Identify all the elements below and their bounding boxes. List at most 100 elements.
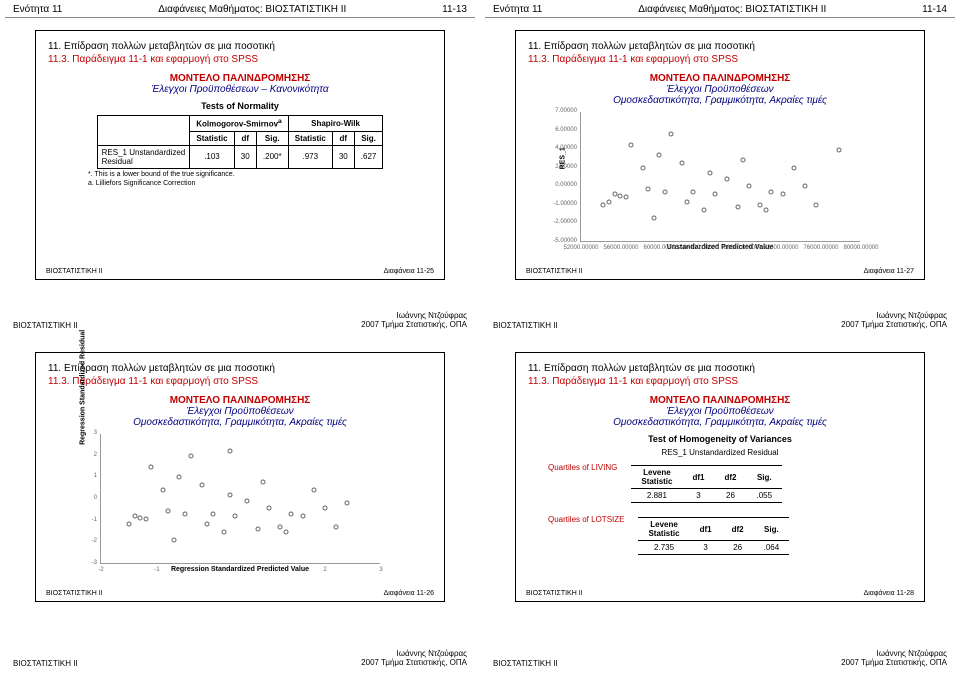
- page-footer-left: ΒΙΟΣΤΑΤΙΣΤΙΚΗ ΙΙ: [493, 659, 558, 668]
- scatter-point: [623, 194, 628, 199]
- scatter-point: [183, 511, 188, 516]
- page-footer-right: Ιωάννης Ντζούφρας 2007 Τμήμα Στατιστικής…: [841, 649, 947, 668]
- scatter-point: [227, 449, 232, 454]
- slide-footer-r: Διαφάνεια 11-28: [864, 590, 914, 597]
- scatter-point: [171, 537, 176, 542]
- y-axis-label: Regression Standardized Residual: [80, 329, 87, 444]
- page-header: Ενότητα 11 Διαφάνειες Μαθήματος: ΒΙΟΣΤΑΤ…: [5, 2, 475, 18]
- scatter-point: [311, 488, 316, 493]
- scatter-point: [334, 524, 339, 529]
- slide-28: 11. Επίδραση πολλών μεταβλητών σε μια πο…: [515, 352, 925, 602]
- scatter-point: [132, 514, 137, 519]
- scatter-point: [747, 184, 752, 189]
- scatter-point: [836, 148, 841, 153]
- quartile-living: Quartiles of LIVING: [548, 463, 617, 472]
- scatter-point: [724, 176, 729, 181]
- scatter-point: [255, 527, 260, 532]
- scatter-point: [149, 464, 154, 469]
- slide-subtitle: 11.3. Παράδειγμα 11-1 και εφαρμογή στο S…: [528, 54, 912, 65]
- page-bottom-right: 11. Επίδραση πολλών μεταβλητών σε μια πο…: [485, 340, 955, 670]
- scatter-point: [640, 166, 645, 171]
- footnote-2: a. Lilliefors Significance Correction: [88, 180, 432, 187]
- scatter-point: [735, 205, 740, 210]
- levene-table-1: Levene Statistic df1 df2 Sig. 2.881 3 26…: [631, 465, 782, 503]
- scatter-point: [289, 511, 294, 516]
- scatter-point: [707, 171, 712, 176]
- slide-title: 11. Επίδραση πολλών μεταβλητών σε μια πο…: [48, 363, 432, 374]
- page-footer-right: Ιωάννης Ντζούφρας 2007 Τμήμα Στατιστικής…: [841, 311, 947, 330]
- scatter-point: [713, 192, 718, 197]
- scatter-point: [261, 480, 266, 485]
- model-sub: Έλεγχοι Προϋποθέσεων – Κανονικότητα: [48, 84, 432, 95]
- scatter-point: [814, 202, 819, 207]
- quartile-lotsize: Quartiles of LOTSIZE: [548, 515, 624, 524]
- slide-title: 11. Επίδραση πολλών μεταβλητών σε μια πο…: [48, 41, 432, 52]
- model-heading: ΜΟΝΤΕΛΟ ΠΑΛΙΝΔΡΟΜΗΣΗΣ: [48, 395, 432, 406]
- scatter-point: [345, 501, 350, 506]
- scatter-point: [188, 454, 193, 459]
- scatter-point: [143, 516, 148, 521]
- header-unit: Ενότητα 11: [493, 4, 542, 15]
- slide-footer-l: ΒΙΟΣΤΑΤΙΣΤΙΚΗ ΙΙ: [46, 590, 103, 597]
- scatter-point: [646, 187, 651, 192]
- scatter-point: [702, 207, 707, 212]
- scatter-point: [803, 184, 808, 189]
- tests-title: Tests of Normality: [48, 101, 432, 111]
- scatter-point: [663, 189, 668, 194]
- scatter-point: [244, 498, 249, 503]
- scatter-point: [758, 202, 763, 207]
- page-top-left: Ενότητα 11 Διαφάνειες Μαθήματος: ΒΙΟΣΤΑΤ…: [5, 2, 475, 332]
- page-footer-left: ΒΙΟΣΤΑΤΙΣΤΙΚΗ ΙΙ: [13, 659, 78, 668]
- header-title: Διαφάνειες Μαθήματος: ΒΙΟΣΤΑΤΙΣΤΙΚΗ ΙΙ: [638, 4, 826, 15]
- slide-subtitle: 11.3. Παράδειγμα 11-1 και εφαρμογή στο S…: [528, 376, 912, 387]
- model-heading: ΜΟΝΤΕΛΟ ΠΑΛΙΝΔΡΟΜΗΣΗΣ: [48, 73, 432, 84]
- page-footer-left: ΒΙΟΣΤΑΤΙΣΤΙΚΗ ΙΙ: [13, 321, 78, 330]
- scatter-point: [222, 529, 227, 534]
- page-header: Ενότητα 11 Διαφάνειες Μαθήματος: ΒΙΟΣΤΑΤ…: [485, 2, 955, 18]
- scatter-point: [300, 514, 305, 519]
- scatter-point: [233, 514, 238, 519]
- scatter-point: [267, 506, 272, 511]
- slide-25: 11. Επίδραση πολλών μεταβλητών σε μια πο…: [35, 30, 445, 280]
- slide-footer-l: ΒΙΟΣΤΑΤΙΣΤΙΚΗ ΙΙ: [526, 590, 583, 597]
- header-title: Διαφάνειες Μαθήματος: ΒΙΟΣΤΑΤΙΣΤΙΚΗ ΙΙ: [158, 4, 346, 15]
- page-top-right: Ενότητα 11 Διαφάνειες Μαθήματος: ΒΙΟΣΤΑΤ…: [485, 2, 955, 332]
- scatter-point: [668, 132, 673, 137]
- slide-title: 11. Επίδραση πολλών μεταβλητών σε μια πο…: [528, 363, 912, 374]
- scatter-point: [199, 483, 204, 488]
- slide-title: 11. Επίδραση πολλών μεταβλητών σε μια πο…: [528, 41, 912, 52]
- levene-table-2: Levene Statistic df1 df2 Sig. 2.735 3 26…: [638, 517, 789, 555]
- scatter-point: [657, 153, 662, 158]
- x-axis-label: Regression Standardized Predicted Value: [48, 566, 432, 573]
- slide-footer-r: Διαφάνεια 11-25: [384, 268, 434, 275]
- homog-title: Test of Homogeneity of Variances: [528, 434, 912, 444]
- page-footer-right: Ιωάννης Ντζούφρας 2007 Τμήμα Στατιστικής…: [361, 311, 467, 330]
- slide-subtitle: 11.3. Παράδειγμα 11-1 και εφαρμογή στο S…: [48, 54, 432, 65]
- model-sub: Έλεγχοι Προϋποθέσεων Ομοσκεδαστικότητα, …: [48, 406, 432, 428]
- slide-footer-r: Διαφάνεια 11-26: [384, 590, 434, 597]
- scatter-point: [780, 192, 785, 197]
- slide-footer-l: ΒΙΟΣΤΑΤΙΣΤΙΚΗ ΙΙ: [46, 268, 103, 275]
- scatter-point: [211, 511, 216, 516]
- normality-table: Kolmogorov-Smirnova Shapiro-Wilk Statist…: [97, 115, 384, 169]
- header-unit: Ενότητα 11: [13, 4, 62, 15]
- levene-block-2: Quartiles of LOTSIZE Levene Statistic df…: [548, 515, 912, 561]
- header-num: 11-13: [442, 4, 467, 15]
- scatter-point: [160, 488, 165, 493]
- scatter-point: [127, 522, 132, 527]
- slide-footer-l: ΒΙΟΣΤΑΤΙΣΤΙΚΗ ΙΙ: [526, 268, 583, 275]
- page-footer-right: Ιωάννης Ντζούφρας 2007 Τμήμα Στατιστικής…: [361, 649, 467, 668]
- scatter-point: [138, 515, 143, 520]
- scatter-point: [741, 158, 746, 163]
- scatter-plot-2: Regression Standardized Residual -2-1012…: [100, 434, 380, 564]
- scatter-point: [227, 493, 232, 498]
- slide-26: 11. Επίδραση πολλών μεταβλητών σε μια πο…: [35, 352, 445, 602]
- slide-27: 11. Επίδραση πολλών μεταβλητών σε μια πο…: [515, 30, 925, 280]
- page-footer-left: ΒΙΟΣΤΑΤΙΣΤΙΚΗ ΙΙ: [493, 321, 558, 330]
- scatter-point: [651, 215, 656, 220]
- model-heading: ΜΟΝΤΕΛΟ ΠΑΛΙΝΔΡΟΜΗΣΗΣ: [528, 395, 912, 406]
- header-num: 11-14: [922, 4, 947, 15]
- scatter-point: [607, 200, 612, 205]
- scatter-point: [691, 189, 696, 194]
- scatter-point: [612, 192, 617, 197]
